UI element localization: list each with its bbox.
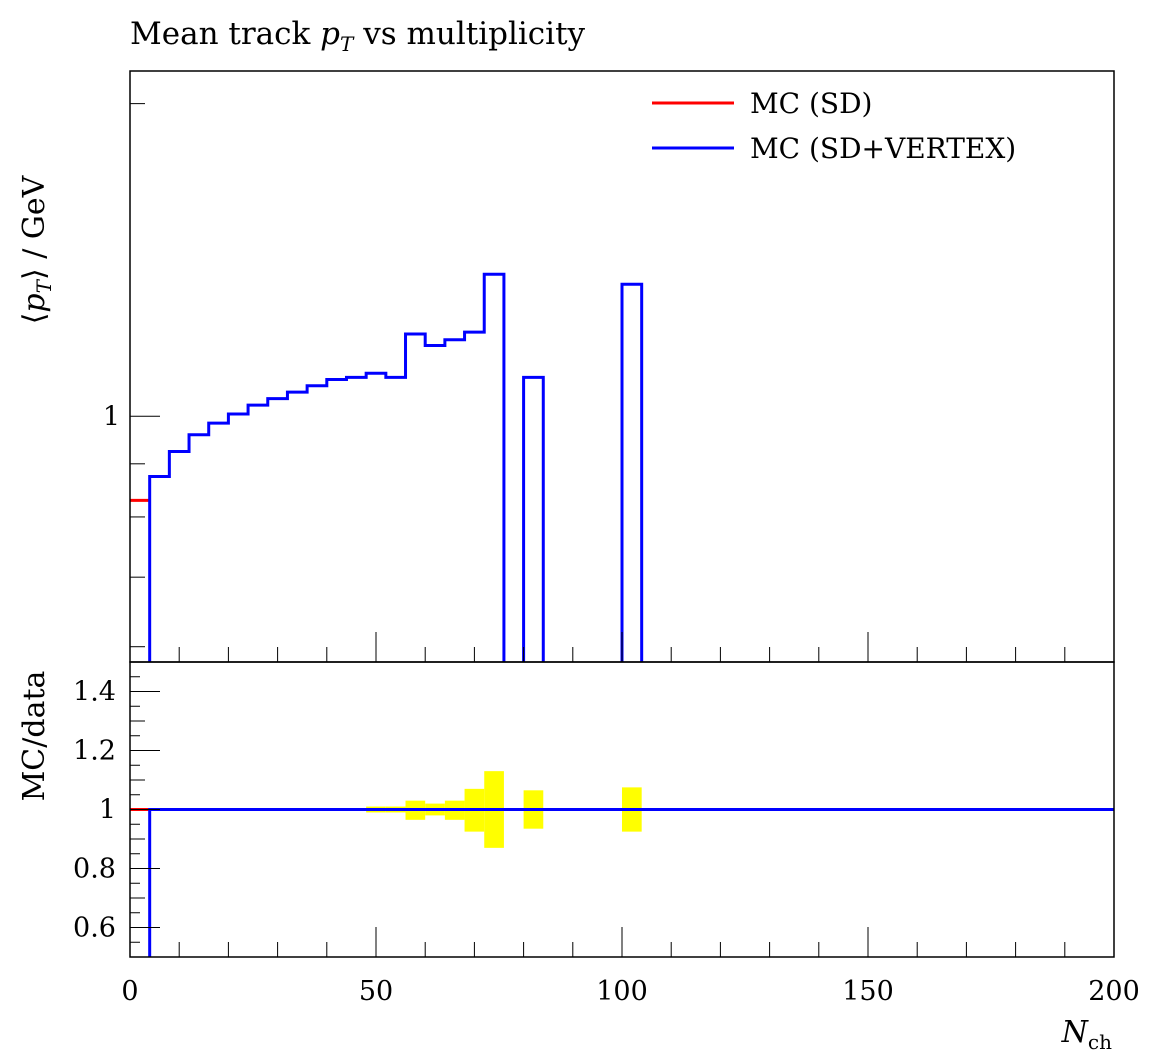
ratio-y-tick-label: 0.6 <box>73 913 116 944</box>
ratio-panel: 0.6 0.8 1 1.2 1.4 <box>73 661 1115 958</box>
main-y-axis-label: ⟨pT⟩ / GeV <box>17 174 56 324</box>
legend: MC (SD) MC (SD+VERTEX) <box>652 87 1016 165</box>
chart-title: Mean track pT vs multiplicity <box>130 16 586 56</box>
x-axis-ticks: 0 50 100 150 200 <box>121 632 1140 1007</box>
series-line-mc-sd-vertex <box>148 272 644 662</box>
x-tick-label: 150 <box>842 976 894 1007</box>
ratio-y-axis-label: MC/data <box>17 670 52 801</box>
chart-title-prefix: Mean track <box>130 16 320 52</box>
legend-label-mc-sd: MC (SD) <box>750 87 872 120</box>
ratio-y-tick-label: 1.2 <box>73 736 116 767</box>
ratio-y-tick-label: 0.8 <box>73 854 116 885</box>
x-tick-label: 200 <box>1088 976 1140 1007</box>
x-tick-label: 0 <box>121 976 138 1007</box>
x-tick-label: 100 <box>596 976 648 1007</box>
ratio-y-tick-label: 1 <box>99 795 116 826</box>
ratio-y-tick-label: 1.4 <box>73 677 116 708</box>
main-y-tick-label: 1 <box>103 401 120 432</box>
legend-label-mc-sd-vertex: MC (SD+VERTEX) <box>750 132 1016 165</box>
x-tick-label: 50 <box>359 976 393 1007</box>
x-axis-label: Nch <box>1061 1015 1112 1054</box>
